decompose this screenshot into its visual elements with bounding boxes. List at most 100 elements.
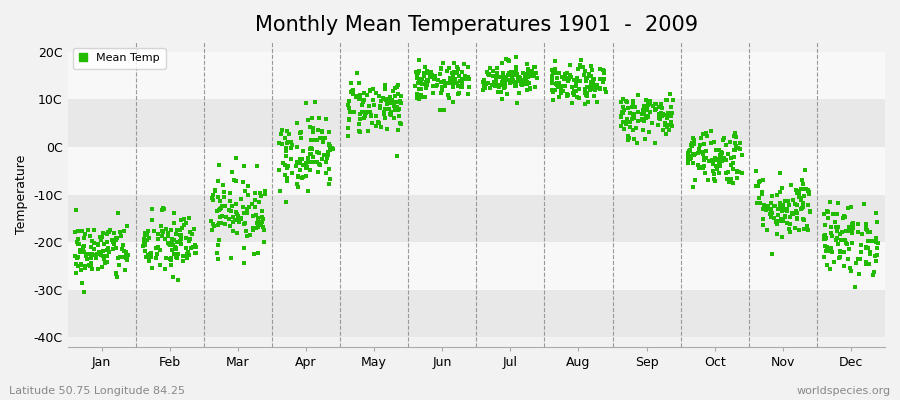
Point xyxy=(508,72,522,79)
Point xyxy=(586,86,600,92)
Point xyxy=(69,261,84,267)
Point xyxy=(788,187,803,194)
Point xyxy=(648,100,662,107)
Point xyxy=(107,241,122,247)
Point xyxy=(164,262,178,268)
Point xyxy=(170,239,184,245)
Point xyxy=(716,137,730,144)
Point xyxy=(553,80,567,86)
Point xyxy=(820,207,834,214)
Point xyxy=(250,220,265,226)
Point xyxy=(302,154,316,161)
Point xyxy=(115,242,130,248)
Point xyxy=(511,74,526,80)
Point xyxy=(212,206,227,212)
Point xyxy=(248,190,262,196)
Point xyxy=(417,69,431,76)
Point xyxy=(211,222,225,228)
Point xyxy=(346,90,360,96)
Point xyxy=(159,255,174,262)
Point xyxy=(554,74,569,80)
Point xyxy=(424,68,438,75)
Point xyxy=(560,93,574,99)
Point xyxy=(242,204,256,210)
Point xyxy=(117,228,131,234)
Point xyxy=(752,194,766,201)
Point xyxy=(795,177,809,184)
Point xyxy=(138,232,152,238)
Point xyxy=(853,249,868,255)
Point xyxy=(616,109,630,116)
Point xyxy=(151,231,166,237)
Point xyxy=(775,184,789,191)
Point xyxy=(461,64,475,70)
Point xyxy=(229,201,243,208)
Point xyxy=(713,159,727,166)
Point xyxy=(280,128,294,134)
Point xyxy=(155,228,169,234)
Point xyxy=(799,186,814,192)
Point xyxy=(183,236,197,242)
Point xyxy=(660,115,674,121)
Point xyxy=(434,64,448,71)
Point xyxy=(319,116,333,122)
Point xyxy=(145,206,159,212)
Point xyxy=(100,239,114,245)
Point xyxy=(169,231,184,237)
Point xyxy=(586,84,600,90)
Point xyxy=(634,111,649,118)
Point xyxy=(301,188,315,194)
Point xyxy=(708,147,723,154)
Point xyxy=(865,238,879,244)
Point xyxy=(455,69,470,75)
Point xyxy=(579,78,593,84)
Point xyxy=(510,78,525,84)
Point xyxy=(519,81,534,87)
Point xyxy=(369,90,383,96)
Point xyxy=(598,85,612,92)
Point xyxy=(140,254,154,260)
Point xyxy=(421,70,436,76)
Point xyxy=(250,217,265,223)
Point xyxy=(718,157,733,164)
Point xyxy=(578,89,592,95)
Point xyxy=(410,71,424,77)
Point xyxy=(346,91,361,97)
Point xyxy=(710,166,724,172)
Point xyxy=(765,193,779,200)
Point xyxy=(451,83,465,89)
Point xyxy=(830,211,844,218)
Point xyxy=(160,230,175,236)
Point xyxy=(802,191,816,198)
Point xyxy=(626,115,640,122)
Point xyxy=(451,90,465,97)
Point xyxy=(768,215,782,222)
Point xyxy=(636,127,651,134)
Point xyxy=(284,145,299,151)
Point xyxy=(817,233,832,240)
Point xyxy=(482,71,496,78)
Point xyxy=(89,250,104,257)
Point xyxy=(82,262,96,268)
Point xyxy=(770,211,785,218)
Point xyxy=(151,236,166,242)
Point xyxy=(549,70,563,76)
Point xyxy=(246,212,260,219)
Point xyxy=(774,208,788,214)
Point xyxy=(585,67,599,74)
Point xyxy=(636,106,651,113)
Point xyxy=(84,260,98,266)
Point xyxy=(697,156,711,163)
Point xyxy=(211,178,225,184)
Point xyxy=(844,268,859,274)
Point xyxy=(378,81,392,88)
Point xyxy=(788,201,802,207)
Point xyxy=(317,152,331,158)
Point xyxy=(225,218,239,225)
Point xyxy=(101,245,115,252)
Point xyxy=(697,140,711,147)
Point xyxy=(320,155,335,162)
Point xyxy=(704,140,718,146)
Point xyxy=(355,108,369,115)
Point xyxy=(153,247,167,253)
